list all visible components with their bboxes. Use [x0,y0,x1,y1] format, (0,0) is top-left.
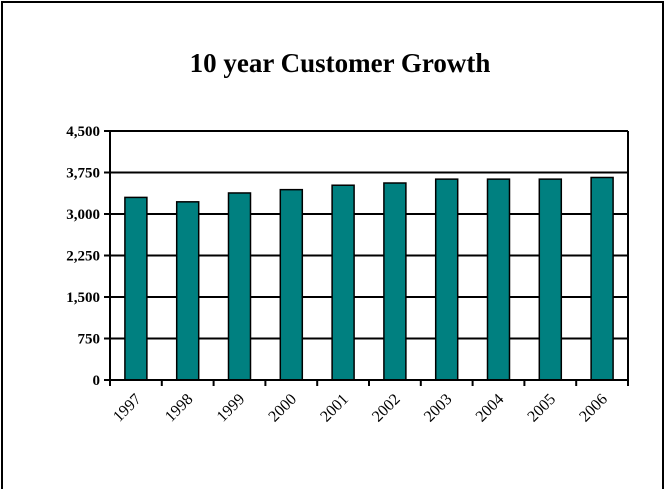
bars [124,176,614,381]
bar-2004 [486,178,511,381]
bar-2006 [590,176,614,381]
y-tick-label: 3,000 [66,207,100,223]
bar-1997 [124,196,148,381]
y-tick-label: 3,750 [66,166,100,182]
y-tick-label: 1,500 [66,290,100,306]
bar-1998 [175,201,200,381]
y-tick-label: 2,250 [66,249,100,265]
bar-2002 [383,182,407,381]
bar-2005 [538,178,563,381]
y-tick-labels: 0 750 1,500 2,250 3,000 3,750 4,500 [66,124,100,389]
bar-2000 [279,188,304,381]
bar-1999 [227,192,252,381]
bar-2001 [331,184,355,381]
y-tick-label: 4,500 [66,124,100,140]
bar-2003 [434,178,459,381]
chart-title: 10 year Customer Growth [190,48,491,78]
y-tick-label: 0 [93,373,101,389]
y-tick-label: 750 [78,332,101,348]
axes [104,130,629,386]
